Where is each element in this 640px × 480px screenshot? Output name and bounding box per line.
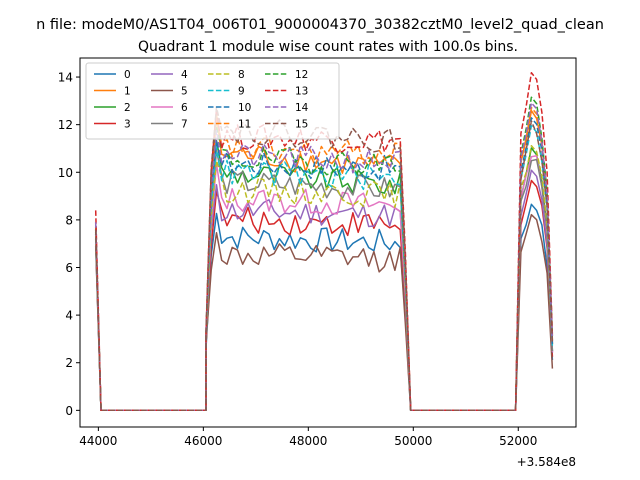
- series-line-14: [94, 102, 554, 412]
- series-line-11: [94, 106, 554, 412]
- series-line-1: [94, 109, 554, 412]
- x-tick-label: 44000: [79, 434, 117, 448]
- legend-label-6: 6: [181, 102, 188, 114]
- y-tick-label: 2: [65, 356, 73, 370]
- y-tick-label: 6: [65, 261, 73, 275]
- x-tick-label: 52000: [499, 434, 537, 448]
- series-line-12: [94, 96, 554, 412]
- legend-label-1: 1: [124, 86, 131, 98]
- series-line-3: [94, 179, 554, 412]
- legend-label-15: 15: [295, 119, 308, 131]
- legend-label-0: 0: [124, 69, 131, 81]
- y-tick-label: 14: [58, 71, 73, 85]
- x-offset-label: +3.584e8: [517, 455, 576, 469]
- figure-suptitle: n file: modeM0/AS1T04_006T01_9000004370_…: [36, 17, 604, 33]
- series-line-7: [94, 149, 554, 412]
- series-lines: [94, 71, 554, 412]
- legend-label-7: 7: [181, 119, 188, 131]
- legend-label-13: 13: [295, 86, 308, 98]
- legend-label-2: 2: [124, 102, 131, 114]
- y-tick-label: 12: [58, 118, 73, 132]
- legend-label-5: 5: [181, 86, 188, 98]
- series-line-0: [94, 203, 554, 412]
- legend-label-8: 8: [238, 69, 245, 81]
- y-tick-label: 10: [58, 166, 73, 180]
- series-line-4: [94, 169, 554, 412]
- legend-label-11: 11: [238, 119, 251, 131]
- axes-frame: [79, 57, 577, 428]
- axes-title: Quadrant 1 module wise count rates with …: [138, 39, 518, 55]
- x-axis: 44000 46000 48000 50000 52000: [79, 427, 537, 448]
- legend-label-10: 10: [238, 102, 251, 114]
- y-axis: 0 2 4 6 8 10 12 14: [58, 71, 80, 418]
- legend-frame: [85, 62, 340, 140]
- y-tick-label: 8: [65, 213, 73, 227]
- x-tick-label: 48000: [289, 434, 327, 448]
- legend-label-3: 3: [124, 119, 131, 131]
- series-line-8: [94, 144, 554, 412]
- series-line-15: [94, 106, 554, 412]
- y-tick-label: 0: [65, 404, 73, 418]
- legend-label-4: 4: [181, 69, 188, 81]
- legend-label-12: 12: [295, 69, 308, 81]
- series-line-5: [94, 213, 554, 412]
- legend-label-9: 9: [238, 86, 245, 98]
- y-tick-label: 4: [65, 309, 73, 323]
- x-tick-label: 50000: [394, 434, 432, 448]
- series-line-2: [94, 140, 554, 412]
- legend-label-14: 14: [295, 102, 309, 114]
- x-tick-label: 46000: [184, 434, 222, 448]
